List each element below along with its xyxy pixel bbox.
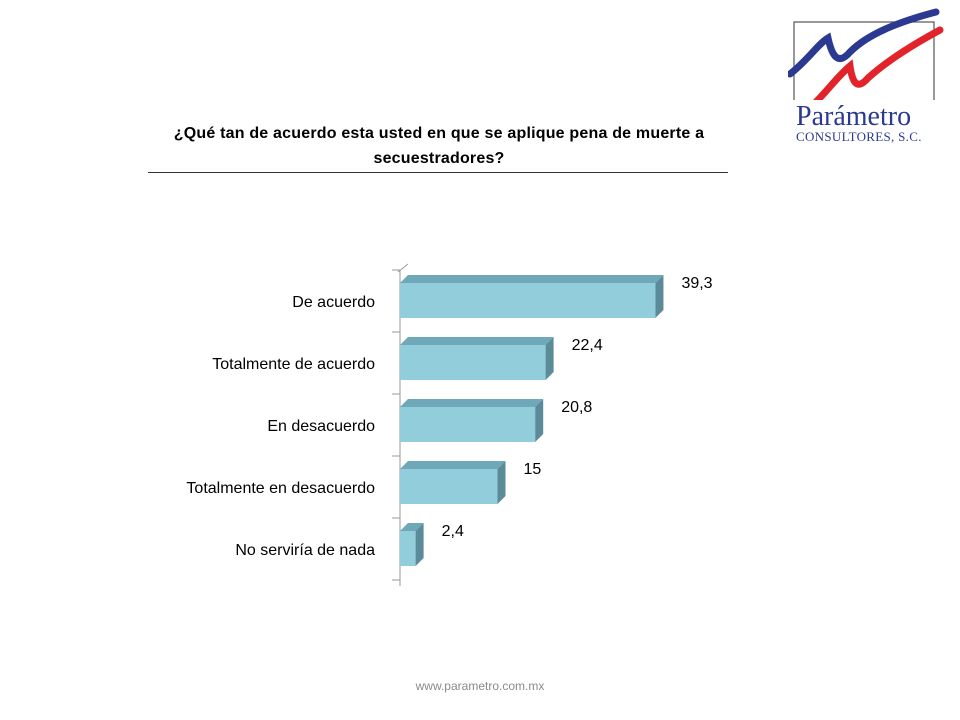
bar-side [535,399,544,442]
bar-side [655,275,664,318]
category-label: Totalmente de acuerdo [212,356,375,373]
bar-front [400,531,416,566]
bar-front [400,469,498,504]
footer-url[interactable]: www.parametro.com.mx [415,679,545,693]
svg-text:CONSULTORES, S.C.: CONSULTORES, S.C. [796,129,922,144]
value-label: 39,3 [681,275,712,292]
category-label: Totalmente en desacuerdo [186,480,375,497]
value-label: 2,4 [442,523,464,540]
bar-side [545,337,554,380]
bar-top [400,523,424,531]
bars-group [400,275,664,566]
title-divider [148,172,728,173]
category-label: De acuerdo [292,294,375,311]
bar-front [400,407,536,442]
bar-top [400,461,506,469]
bar [400,337,554,380]
svg-text:Parámetro: Parámetro [796,101,911,132]
value-label: 22,4 [572,337,603,354]
bar [400,399,544,442]
logo-mark: Parámetro CONSULTORES, S.C. [786,8,944,148]
bar-front [400,283,656,318]
bar-top [400,275,664,283]
bar-side [497,461,506,504]
category-label: No serviría de nada [235,542,375,559]
parametro-logo: Parámetro CONSULTORES, S.C. [786,8,948,148]
bar [400,275,664,318]
bar-top [400,399,544,407]
labels-group: De acuerdo 39,3 Totalmente de acuerdo 22,4 E… [186,275,712,559]
axis-line-top [397,263,409,273]
bar [400,523,424,566]
bar-front [400,345,546,380]
bar-side [415,523,424,566]
chart-title: ¿Qué tan de acuerdo esta usted en que se… [173,125,705,167]
bar [400,461,506,504]
category-label: En desacuerdo [267,418,375,435]
bar-top [400,337,554,345]
value-label: 15 [524,461,542,478]
value-label: 20,8 [561,399,592,416]
